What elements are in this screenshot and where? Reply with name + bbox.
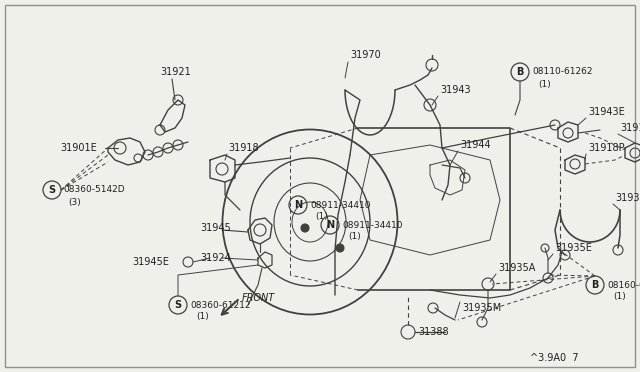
Text: 31935M: 31935M [462,303,501,313]
Text: 31935: 31935 [615,193,640,203]
Text: 31935A: 31935A [498,263,536,273]
Text: 31924: 31924 [200,253,231,263]
Circle shape [301,224,309,232]
Text: B: B [516,67,524,77]
Text: 31943E: 31943E [588,107,625,117]
Text: 31945: 31945 [200,223,231,233]
Text: FRONT: FRONT [242,293,275,303]
Circle shape [336,244,344,252]
Text: 31970: 31970 [350,50,381,60]
Text: (1): (1) [348,232,361,241]
Text: (1): (1) [315,212,328,221]
Text: 31943: 31943 [440,85,470,95]
Text: 31388: 31388 [418,327,449,337]
Text: 31944: 31944 [460,140,491,150]
Text: 08360-61212: 08360-61212 [190,301,250,310]
Text: 31945E: 31945E [132,257,169,267]
Text: 31901E: 31901E [60,143,97,153]
Text: ^3.9A0  7: ^3.9A0 7 [530,353,579,363]
Text: S: S [175,300,182,310]
Text: 31921: 31921 [160,67,191,77]
Text: 31918: 31918 [228,143,259,153]
Text: N: N [326,220,334,230]
Text: B: B [591,280,598,290]
Text: (1): (1) [613,292,626,301]
Text: 08911-34410: 08911-34410 [310,201,371,209]
Text: 31918PA: 31918PA [620,123,640,133]
Text: 31935E: 31935E [555,243,592,253]
Text: 08360-5142D: 08360-5142D [63,186,125,195]
Text: (3): (3) [68,198,81,206]
Text: 08160-61610: 08160-61610 [607,280,640,289]
Text: 08911-34410: 08911-34410 [342,221,403,230]
Text: 08110-61262: 08110-61262 [532,67,593,77]
Text: 31918P: 31918P [588,143,625,153]
Text: N: N [294,200,302,210]
Text: (1): (1) [538,80,551,89]
Text: (1): (1) [196,312,209,321]
Text: S: S [49,185,56,195]
